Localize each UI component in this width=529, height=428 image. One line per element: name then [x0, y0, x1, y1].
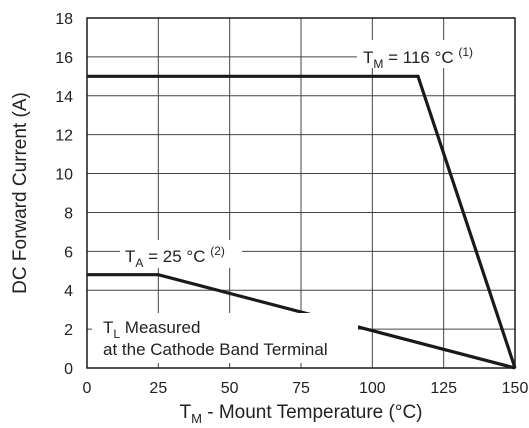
y-tick-label-0: 0 — [64, 361, 73, 378]
annotation-line1-rest: Measured — [120, 318, 200, 337]
y-tick-label-18: 18 — [55, 11, 73, 28]
series-label-background-tm — [357, 40, 521, 68]
series-label-ta-sup: (2) — [210, 244, 225, 258]
y-tick-label-10: 10 — [55, 167, 73, 184]
series-label-tm: TM = 116 °C (1) — [363, 45, 473, 71]
x-tick-label-125: 125 — [430, 380, 457, 397]
annotation-line1-sub: L — [113, 327, 120, 341]
series-label-background-ta — [120, 240, 242, 268]
annotation-line2: at the Cathode Band Terminal — [103, 340, 328, 359]
x-tick-label-100: 100 — [359, 380, 386, 397]
annotation-line1-main: T — [103, 318, 113, 337]
x-axis-title-sub: M — [191, 411, 202, 426]
plot-frame — [86, 17, 516, 369]
series-label-ta: TA = 25 °C (2) — [125, 244, 225, 270]
y-tick-label-4: 4 — [64, 283, 73, 300]
y-tick-label-6: 6 — [64, 244, 73, 261]
series-label-tm-rest: = 116 °C — [383, 48, 458, 67]
series-label-ta-main: T — [125, 247, 135, 266]
annotation-line1: TL Measured — [103, 318, 200, 341]
x-axis-title-rest: - Mount Temperature (°C) — [202, 402, 423, 423]
series-lines — [87, 74, 517, 370]
y-axis-title: DC Forward Current (A) — [10, 92, 31, 294]
series-line-2 — [87, 273, 516, 370]
y-tick-label-2: 2 — [64, 322, 73, 339]
annotation-background — [92, 313, 358, 363]
x-tick-label-0: 0 — [83, 380, 92, 397]
y-tick-labels: 0 2 4 6 8 10 12 14 16 18 — [55, 11, 73, 378]
y-tick-label-16: 16 — [55, 50, 73, 67]
y-tick-label-8: 8 — [64, 205, 73, 222]
x-tick-labels: 0 25 50 75 100 125 150 — [83, 380, 529, 397]
series-label-tm-main: T — [363, 48, 373, 67]
series-label-ta-sub: A — [135, 256, 143, 270]
x-tick-label-75: 75 — [292, 380, 310, 397]
x-axis-title: TM - Mount Temperature (°C) — [180, 402, 423, 426]
series-label-tm-sup: (1) — [458, 45, 473, 59]
x-tick-label-50: 50 — [221, 380, 239, 397]
x-tick-label-25: 25 — [149, 380, 167, 397]
x-tick-label-150: 150 — [502, 380, 529, 397]
x-axis-title-main: T — [180, 402, 192, 423]
y-tick-label-14: 14 — [55, 89, 73, 106]
series-label-ta-rest: = 25 °C — [143, 247, 210, 266]
y-tick-label-12: 12 — [55, 128, 73, 145]
series-label-tm-sub: M — [373, 57, 383, 71]
series-line-1 — [87, 74, 517, 369]
